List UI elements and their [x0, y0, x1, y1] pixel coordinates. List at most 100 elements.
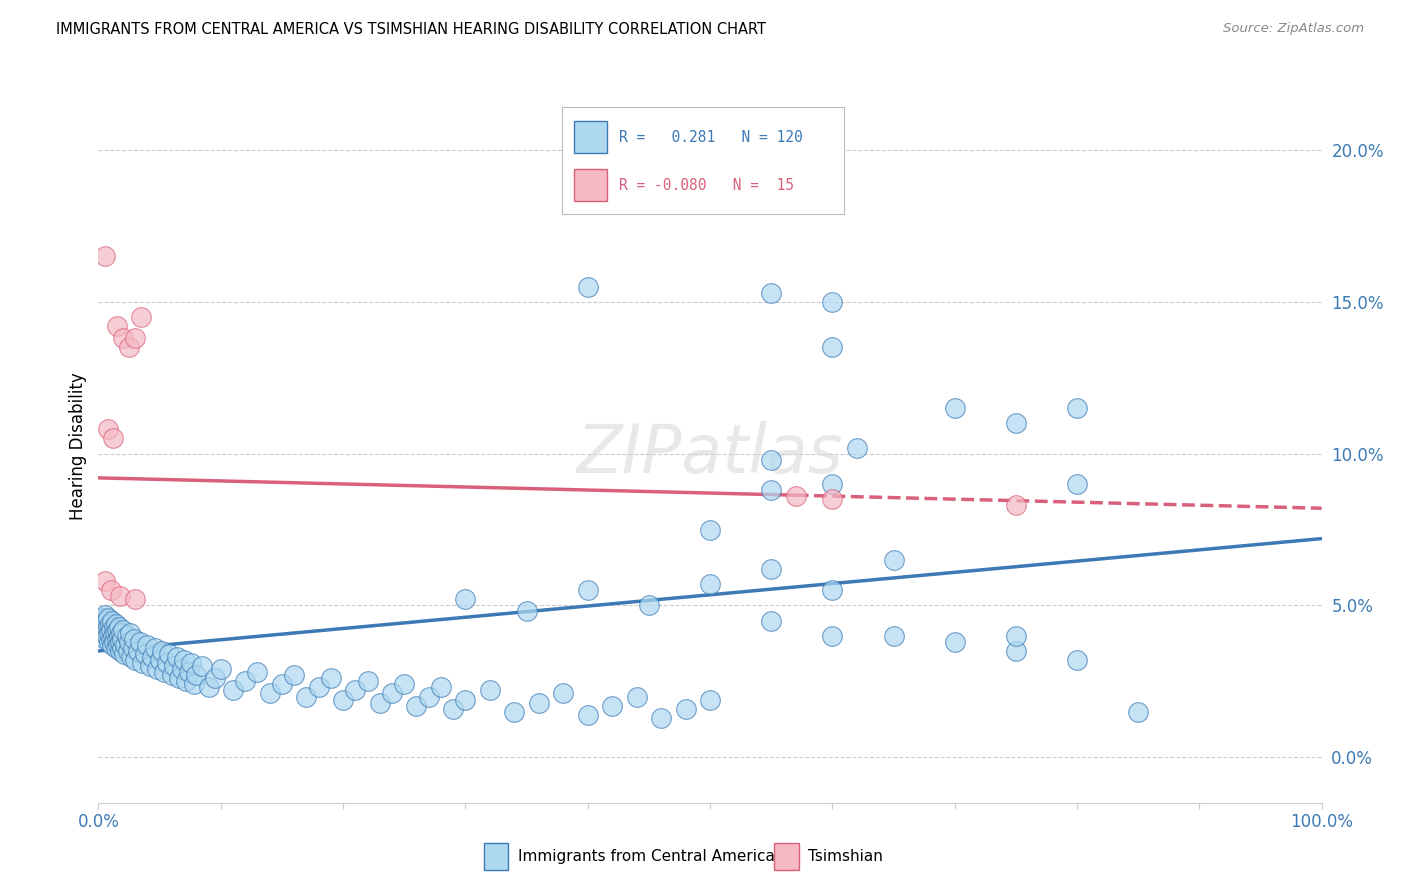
Point: [883, 553, 905, 567]
Point: [111, 331, 134, 345]
Point: [183, 677, 205, 691]
Point: [114, 638, 136, 652]
Point: [149, 653, 172, 667]
Point: [478, 683, 501, 698]
Point: [319, 671, 342, 685]
Point: [405, 698, 427, 713]
Point: [1066, 653, 1088, 667]
Point: [283, 668, 305, 682]
Text: ZIPatlas: ZIPatlas: [576, 421, 844, 487]
Point: [246, 665, 269, 680]
Point: [761, 452, 783, 467]
Point: [418, 690, 440, 704]
Point: [115, 629, 138, 643]
Point: [108, 620, 131, 634]
Point: [146, 662, 169, 676]
Point: [120, 625, 142, 640]
Point: [1004, 416, 1026, 430]
Point: [101, 614, 124, 628]
Point: [118, 340, 141, 354]
Point: [344, 683, 367, 698]
Point: [821, 492, 844, 507]
Point: [576, 583, 599, 598]
Point: [105, 640, 128, 655]
Point: [883, 629, 905, 643]
Point: [103, 635, 125, 649]
Point: [233, 674, 256, 689]
Point: [101, 638, 124, 652]
Text: IMMIGRANTS FROM CENTRAL AMERICA VS TSIMSHIAN HEARING DISABILITY CORRELATION CHAR: IMMIGRANTS FROM CENTRAL AMERICA VS TSIMS…: [56, 22, 766, 37]
Point: [93, 616, 115, 631]
Point: [150, 644, 173, 658]
Point: [129, 310, 152, 324]
Point: [110, 635, 132, 649]
Point: [122, 632, 145, 646]
Point: [821, 629, 844, 643]
Point: [368, 696, 391, 710]
Point: [295, 690, 318, 704]
Point: [94, 632, 117, 646]
Point: [392, 677, 416, 691]
Y-axis label: Hearing Disability: Hearing Disability: [69, 372, 87, 520]
FancyBboxPatch shape: [574, 121, 607, 153]
Point: [136, 638, 159, 652]
Point: [100, 623, 122, 637]
Point: [120, 650, 142, 665]
Point: [943, 401, 966, 415]
Point: [139, 659, 162, 673]
Text: Source: ZipAtlas.com: Source: ZipAtlas.com: [1223, 22, 1364, 36]
Point: [576, 279, 599, 293]
Point: [124, 592, 146, 607]
Point: [131, 656, 153, 670]
Point: [177, 665, 200, 680]
Point: [96, 614, 118, 628]
Point: [180, 656, 202, 670]
Point: [356, 674, 378, 689]
Point: [1066, 477, 1088, 491]
Point: [97, 635, 120, 649]
Point: [97, 422, 120, 436]
FancyBboxPatch shape: [773, 843, 799, 870]
Point: [124, 653, 146, 667]
Point: [91, 610, 114, 624]
Point: [105, 632, 128, 646]
Point: [93, 607, 115, 622]
Point: [94, 623, 117, 637]
Point: [761, 285, 783, 300]
Point: [111, 640, 134, 655]
Point: [96, 629, 118, 643]
Point: [110, 590, 132, 604]
Point: [97, 620, 120, 634]
Point: [516, 605, 538, 619]
Point: [107, 629, 129, 643]
Point: [821, 294, 844, 309]
Point: [110, 625, 132, 640]
Point: [186, 668, 208, 682]
Point: [699, 692, 721, 706]
Point: [118, 635, 141, 649]
Point: [176, 674, 198, 689]
Point: [112, 647, 135, 661]
Point: [699, 577, 721, 591]
Text: Immigrants from Central America: Immigrants from Central America: [517, 849, 775, 863]
Text: R = -0.080   N =  15: R = -0.080 N = 15: [619, 178, 793, 193]
Point: [160, 668, 183, 682]
Point: [163, 659, 186, 673]
Point: [1066, 401, 1088, 415]
Point: [527, 696, 550, 710]
Point: [821, 340, 844, 354]
Point: [1004, 629, 1026, 643]
Point: [845, 441, 868, 455]
Point: [191, 659, 214, 673]
Point: [143, 640, 166, 655]
Point: [430, 681, 453, 695]
Point: [107, 638, 129, 652]
Point: [167, 671, 190, 685]
Point: [381, 686, 404, 700]
Point: [503, 705, 526, 719]
Point: [943, 635, 966, 649]
Point: [166, 650, 188, 665]
Point: [553, 686, 575, 700]
Point: [100, 632, 122, 646]
Point: [699, 523, 721, 537]
